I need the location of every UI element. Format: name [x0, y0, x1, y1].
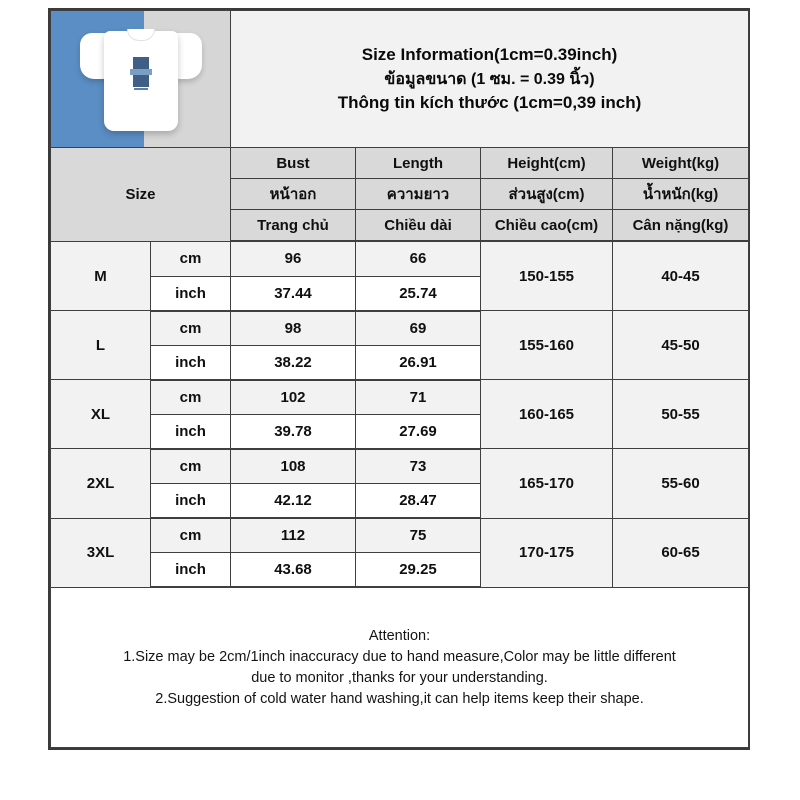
table-row: inch 37.44 25.74 [51, 275, 749, 312]
length-inch-l: 26.91 [355, 344, 481, 381]
column-header-bust-th: หน้าอก [230, 178, 356, 211]
title-english: Size Information(1cm=0.39inch) [361, 44, 618, 64]
size-chart-table: Size Information(1cm=0.39inch) ข้อมูลขนา… [49, 9, 750, 749]
table-row: XL cm 102 71 160-165 50-55 [50, 379, 750, 450]
length-cm-3xl: 75 [355, 517, 481, 554]
length-inch-2xl: 28.47 [355, 483, 481, 520]
attention-heading: Attention: [368, 627, 431, 644]
print-caption-bar [133, 88, 148, 91]
weight-l: 45-50 [611, 310, 750, 381]
size-column-header: Size [50, 147, 231, 242]
unit-cm: cm [150, 240, 231, 277]
print-top-block [132, 57, 149, 70]
table-row: 3XL cm 112 75 170-175 60-65 [50, 517, 750, 588]
product-photo-cell [50, 9, 231, 149]
table-row: inch 38.22 26.91 [51, 344, 749, 381]
table-row: 2XL cm 108 73 165-170 55-60 [50, 448, 750, 519]
table-row: inch 39.78 27.69 [51, 413, 749, 450]
unit-cm: cm [150, 517, 231, 554]
table-row: inch 43.68 29.25 [51, 552, 749, 589]
height-2xl: 165-170 [480, 448, 613, 519]
size-label-3xl: 3XL [50, 517, 151, 588]
tshirt-graphic-print [129, 57, 152, 91]
column-header-weight-en: Weight(kg) [611, 147, 750, 180]
column-header-weight-vi: Cân nặng(kg) [611, 209, 750, 243]
attention-cell: Attention: 1.Size may be 2cm/1inch inacc… [49, 586, 750, 749]
length-cm-m: 66 [355, 240, 481, 277]
attention-note-1-line-1: 1.Size may be 2cm/1inch inaccuracy due t… [123, 648, 676, 665]
attention-note-2: 2.Suggestion of cold water hand washing,… [155, 690, 644, 707]
length-cm-2xl: 73 [355, 448, 481, 485]
bust-cm-l: 98 [230, 310, 356, 346]
column-header-height-th: ส่วนสูง(cm) [480, 178, 613, 211]
header-band-row: Size Information(1cm=0.39inch) ข้อมูลขนา… [50, 9, 750, 149]
size-chart-container: Size Information(1cm=0.39inch) ข้อมูลขนา… [48, 8, 750, 750]
column-header-bust-en: Bust [230, 147, 356, 180]
attention-row: Attention: 1.Size may be 2cm/1inch inacc… [49, 586, 750, 749]
height-l: 155-160 [480, 310, 613, 381]
column-header-height-vi: Chiều cao(cm) [480, 209, 613, 243]
length-inch-m: 25.74 [355, 275, 481, 312]
column-header-row-vietnamese: Trang chủ Chiều dài Chiều cao(cm) Cân nặ… [51, 209, 750, 243]
length-cm-l: 69 [355, 310, 481, 346]
length-inch-3xl: 29.25 [355, 552, 481, 589]
product-photo [51, 11, 230, 148]
bust-inch-m: 37.44 [230, 275, 356, 312]
unit-inch: inch [150, 413, 231, 450]
table-row: inch 42.12 28.47 [51, 483, 749, 520]
table-row: L cm 98 69 155-160 45-50 [50, 310, 750, 381]
table-row: M cm 96 66 150-155 40-45 [50, 240, 750, 312]
length-cm-xl: 71 [355, 379, 481, 415]
print-bottom-block [132, 75, 149, 88]
size-label-xl: XL [50, 379, 151, 450]
unit-inch: inch [150, 344, 231, 381]
size-label-l: L [50, 310, 151, 381]
column-header-height-en: Height(cm) [480, 147, 613, 180]
weight-2xl: 55-60 [611, 448, 750, 519]
weight-xl: 50-55 [611, 379, 750, 450]
height-3xl: 170-175 [480, 517, 613, 588]
unit-inch: inch [150, 275, 231, 312]
column-header-length-th: ความยาว [355, 178, 481, 211]
column-header-weight-th: น้ำหนัก(kg) [611, 178, 750, 211]
column-header-bust-vi: Trang chủ [230, 209, 356, 243]
size-label-m: M [50, 240, 151, 312]
bust-cm-3xl: 112 [230, 517, 356, 554]
title-cell: Size Information(1cm=0.39inch) ข้อมูลขนา… [229, 9, 750, 149]
unit-inch: inch [150, 483, 231, 520]
bust-cm-m: 96 [230, 240, 356, 277]
column-header-length-vi: Chiều dài [355, 209, 481, 243]
title-vietnamese: Thông tin kích thước (1cm=0,39 inch) [337, 92, 642, 112]
attention-note-1-line-2: due to monitor ,thanks for your understa… [251, 669, 548, 686]
unit-cm: cm [150, 310, 231, 346]
weight-3xl: 60-65 [611, 517, 750, 588]
height-m: 150-155 [480, 240, 613, 312]
bust-inch-xl: 39.78 [230, 413, 356, 450]
column-header-row-thai: หน้าอก ความยาว ส่วนสูง(cm) น้ำหนัก(kg) [51, 178, 750, 211]
size-label-2xl: 2XL [50, 448, 151, 519]
weight-m: 40-45 [611, 240, 750, 312]
tshirt-illustration [79, 23, 202, 135]
column-header-row-english: Size Bust Length Height(cm) Weight(kg) [50, 147, 750, 242]
bust-cm-xl: 102 [230, 379, 356, 415]
title-thai: ข้อมูลขนาด (1 ซม. = 0.39 นิ้ว) [384, 70, 595, 88]
unit-cm: cm [150, 448, 231, 485]
bust-cm-2xl: 108 [230, 448, 356, 485]
unit-inch: inch [150, 552, 231, 589]
height-xl: 160-165 [480, 379, 613, 450]
unit-cm: cm [150, 379, 231, 415]
bust-inch-2xl: 42.12 [230, 483, 356, 520]
print-middle-band [129, 69, 152, 76]
length-inch-xl: 27.69 [355, 413, 481, 450]
column-header-length-en: Length [355, 147, 481, 180]
bust-inch-l: 38.22 [230, 344, 356, 381]
bust-inch-3xl: 43.68 [230, 552, 356, 589]
